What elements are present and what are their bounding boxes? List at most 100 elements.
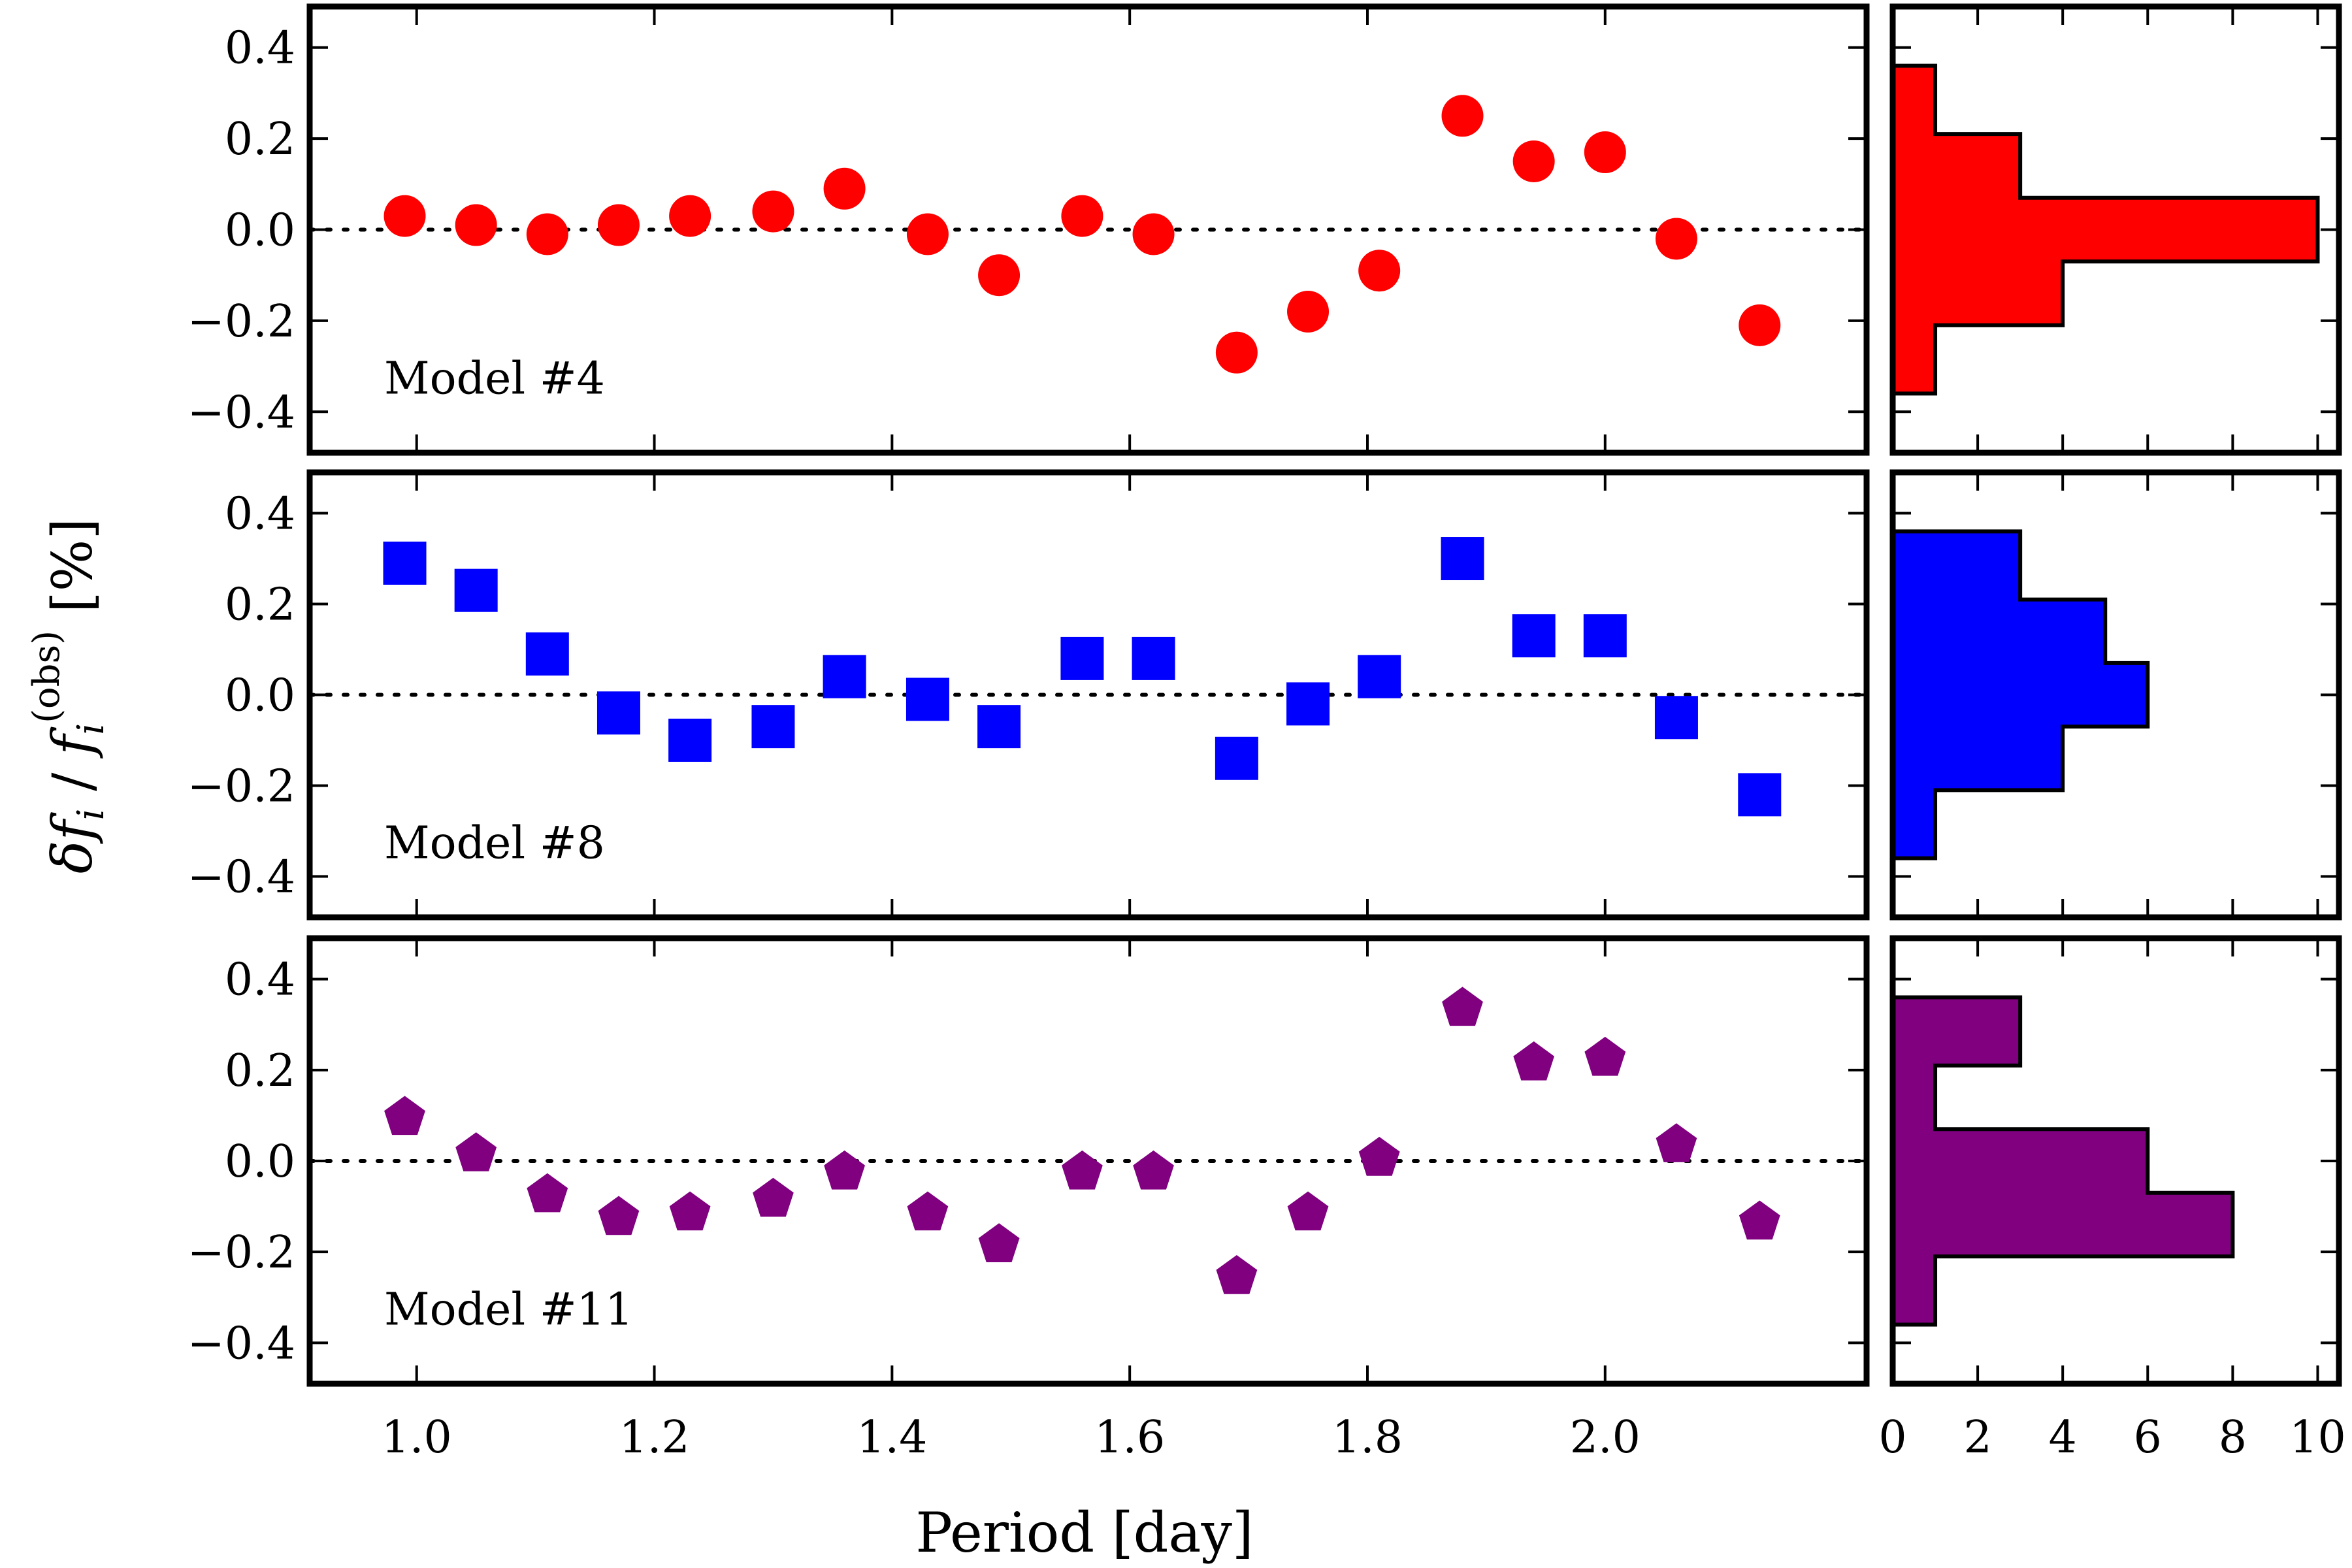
data-point — [668, 718, 712, 762]
data-point — [597, 204, 640, 246]
y-tick-label: −0.4 — [188, 1318, 295, 1369]
data-point — [1738, 773, 1782, 817]
data-point — [1655, 218, 1697, 260]
x-tick-label: 1.6 — [1094, 1412, 1165, 1463]
data-point — [1133, 1150, 1174, 1190]
hist-x-tick-label: 8 — [2219, 1412, 2247, 1463]
scatter-panel-2: 0.4 0.2 0.0 −0.2 −0.4 Model #8 — [188, 469, 1870, 921]
data-point — [1584, 1036, 1626, 1076]
histogram-panel-3 — [1889, 935, 2342, 1387]
hist-x-tick-label: 10 — [2289, 1412, 2346, 1463]
data-point — [1739, 1200, 1780, 1240]
data-point — [598, 1196, 640, 1235]
data-point — [455, 204, 497, 246]
y-tick-label: 0.4 — [225, 23, 295, 74]
data-point — [1287, 290, 1330, 333]
x-tick-label: 1.8 — [1332, 1412, 1403, 1463]
y-tick-label: −0.4 — [188, 851, 295, 903]
x-tick-label: 2.0 — [1570, 1412, 1641, 1463]
data-point — [1513, 1041, 1554, 1081]
data-point — [1132, 213, 1175, 255]
y-tick-label: 0.4 — [225, 955, 295, 1006]
y-tick-label: 0.2 — [225, 580, 295, 631]
histogram-bars — [1891, 63, 2320, 396]
data-point — [978, 1223, 1020, 1262]
data-point — [384, 195, 426, 237]
data-point — [669, 1191, 711, 1231]
data-point — [1442, 987, 1483, 1026]
data-point — [596, 691, 640, 735]
panel-frame — [306, 3, 1870, 456]
y-tick-label: 0.0 — [225, 1136, 295, 1188]
plot-area: 0.4 0.2 0.0 −0.2 −0.4 Model #4 0.4 0.2 0.0 −0.2 −0… — [188, 3, 2346, 1463]
data-point — [1441, 537, 1484, 581]
panel-frame — [306, 469, 1870, 921]
data-point — [669, 195, 711, 237]
data-point — [978, 254, 1021, 297]
x-axis-title: Period [day] — [915, 1501, 1253, 1565]
x-tick-label: 1.4 — [857, 1412, 927, 1463]
data-point — [907, 1191, 949, 1231]
data-point — [527, 1173, 568, 1213]
data-point — [823, 655, 866, 698]
hist-x-tick-label: 4 — [2049, 1412, 2077, 1463]
panel-label: Model #4 — [384, 353, 605, 404]
data-point — [1358, 655, 1401, 698]
data-point — [823, 167, 866, 210]
data-point — [752, 190, 794, 233]
scatter-panel-1: 0.4 0.2 0.0 −0.2 −0.4 Model #4 — [188, 3, 1870, 456]
y-axis-title: δfi / fi(obs) [%] — [25, 518, 112, 874]
panel-label: Model #8 — [384, 818, 605, 870]
data-point — [1656, 1123, 1697, 1162]
data-point — [753, 1177, 794, 1217]
data-point — [906, 678, 949, 721]
data-point — [1739, 304, 1781, 346]
panel-frame — [306, 935, 1870, 1387]
y-tick-label: 0.0 — [225, 670, 295, 722]
data-point — [1215, 331, 1258, 374]
panel-label: Model #11 — [384, 1284, 633, 1336]
data-point — [1286, 682, 1330, 726]
data-point — [525, 632, 569, 676]
data-point — [1512, 140, 1555, 182]
y-tick-label: 0.2 — [225, 114, 295, 165]
data-point — [1062, 1150, 1103, 1190]
data-point — [1584, 131, 1626, 174]
histogram-panel-2 — [1889, 469, 2342, 921]
hist-x-tick-label: 2 — [1963, 1412, 1991, 1463]
data-point — [1215, 736, 1258, 780]
data-point — [1441, 95, 1484, 137]
data-point — [526, 213, 568, 255]
histogram-panel-1 — [1889, 3, 2342, 456]
data-point — [977, 705, 1021, 749]
data-point — [384, 1096, 425, 1135]
data-point — [1287, 1191, 1329, 1231]
hist-frame — [1889, 935, 2342, 1387]
hist-frame — [1889, 3, 2342, 456]
data-point — [454, 568, 498, 612]
y-tick-label: 0.0 — [225, 205, 295, 257]
histogram-bars — [1891, 529, 2150, 860]
data-point — [751, 705, 795, 749]
data-point — [1216, 1255, 1258, 1294]
data-point — [383, 541, 427, 585]
data-point — [1132, 636, 1175, 680]
y-tick-label: 0.4 — [225, 489, 295, 540]
y-tick-label: −0.2 — [188, 760, 295, 812]
data-point — [906, 213, 949, 255]
y-tick-label: −0.4 — [188, 387, 295, 438]
histogram-bars — [1891, 995, 2235, 1327]
hist-x-tick-label: 0 — [1878, 1412, 1906, 1463]
hist-frame — [1889, 469, 2342, 921]
data-point — [1061, 195, 1103, 237]
data-point — [1654, 696, 1698, 740]
y-tick-label: −0.2 — [188, 296, 295, 348]
data-point — [1583, 614, 1627, 658]
data-point — [1358, 1137, 1400, 1176]
data-point — [1060, 636, 1104, 680]
y-tick-label: 0.2 — [225, 1045, 295, 1097]
scatter-panel-3: 0.4 0.2 0.0 −0.2 −0.4 Model #11 — [188, 935, 1870, 1387]
data-point — [455, 1132, 497, 1171]
data-point — [824, 1150, 865, 1190]
